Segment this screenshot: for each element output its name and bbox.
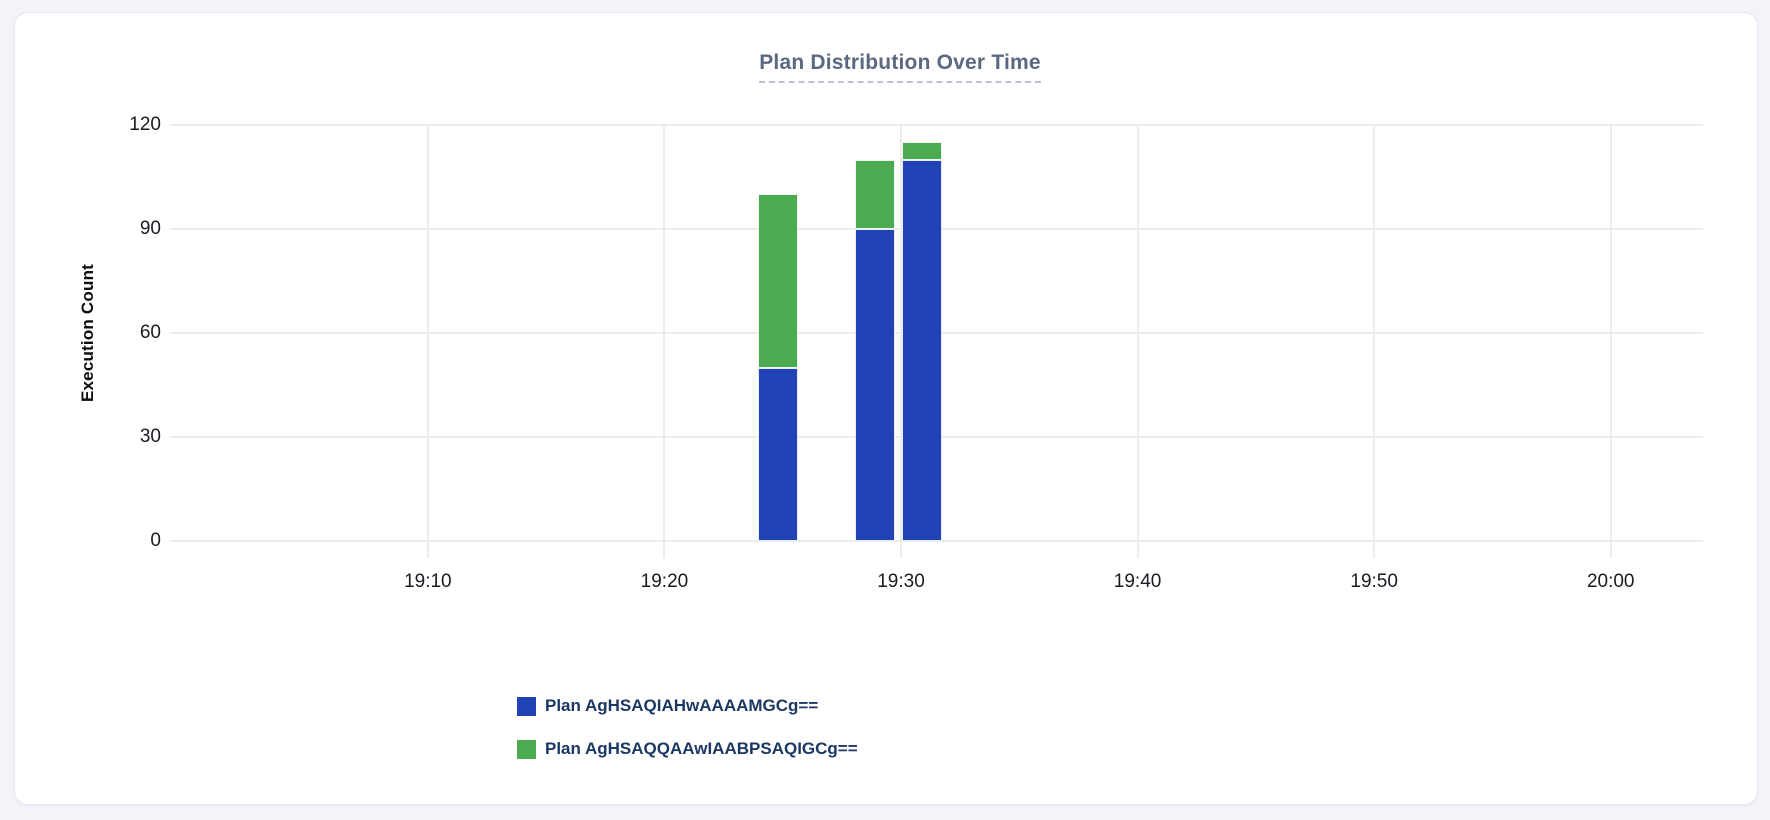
bar-segment-plan-2 — [855, 159, 895, 229]
chart-legend: Plan AgHSAQIAHwAAAAMGCg== Plan AgHSAQQAA… — [517, 695, 858, 781]
v-gridline — [663, 125, 666, 558]
legend-swatch-green-icon — [517, 739, 536, 759]
v-gridline — [900, 125, 902, 558]
y-tick-label: 60 — [139, 322, 161, 343]
x-tick-label: 19:20 — [640, 571, 689, 592]
y-tick-label: 90 — [139, 218, 161, 239]
x-tick-label: 19:10 — [404, 571, 452, 592]
bar-segment-plan-2 — [902, 142, 943, 160]
chart-header: Plan Distribution Over Time — [29, 51, 1770, 83]
bar-segment-plan-2 — [758, 194, 798, 368]
bar-segment-plan-1 — [902, 159, 943, 541]
v-gridline — [426, 125, 429, 558]
x-tick-label: 19:50 — [1350, 571, 1398, 592]
legend-label-plan-2: Plan AgHSAQQAAwIAABPSAQIGCg== — [545, 739, 858, 758]
bar-segment-plan-1 — [855, 229, 895, 541]
v-gridline — [1609, 125, 1612, 558]
h-gridline — [170, 124, 1703, 126]
chart-title: Plan Distribution Over Time — [759, 51, 1041, 83]
x-tick-label: 19:30 — [877, 571, 925, 592]
x-tick-label: 19:40 — [1113, 571, 1162, 592]
v-gridline — [1136, 125, 1139, 558]
v-gridline — [1373, 125, 1376, 558]
chart-card: Plan Distribution Over Time Execution Co… — [14, 12, 1758, 805]
y-tick-label: 0 — [150, 530, 161, 551]
legend-item-plan-2[interactable]: Plan AgHSAQQAAwIAABPSAQIGCg== — [517, 738, 858, 760]
y-tick-label: 30 — [139, 426, 161, 447]
x-tick-label: 20:00 — [1586, 571, 1635, 592]
legend-label-plan-1: Plan AgHSAQIAHwAAAAMGCg== — [545, 696, 819, 715]
h-gridline — [170, 540, 1703, 542]
y-axis-title: Execution Count — [78, 263, 97, 403]
bar-segment-plan-1 — [758, 367, 798, 541]
y-tick-label: 120 — [129, 114, 161, 135]
legend-item-plan-1[interactable]: Plan AgHSAQIAHwAAAAMGCg== — [517, 695, 858, 717]
legend-swatch-blue-icon — [517, 696, 536, 716]
